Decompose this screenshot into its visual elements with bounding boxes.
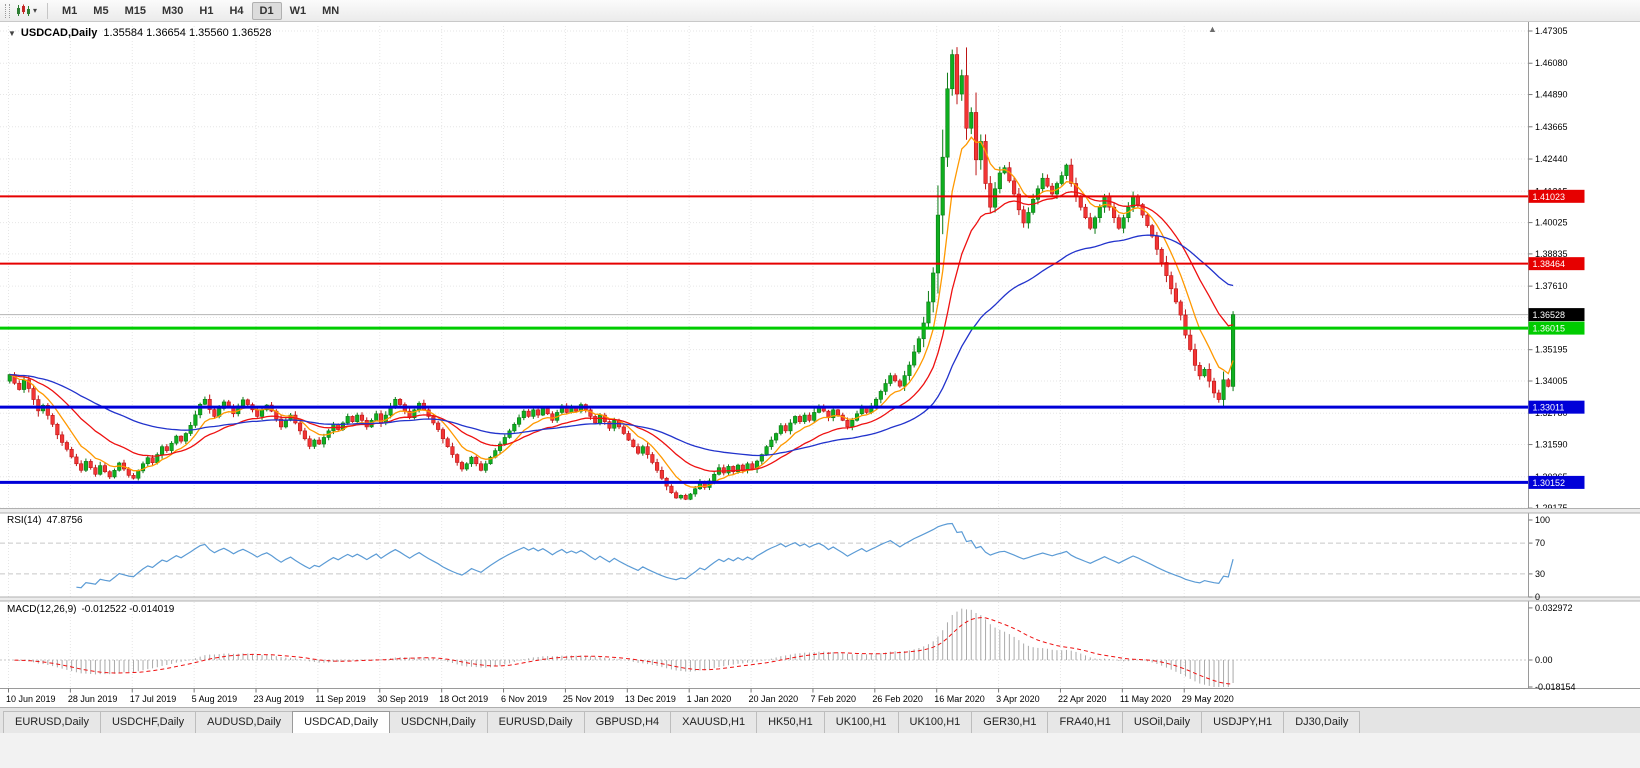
svg-text:0: 0 [1535,592,1540,602]
macd-values: -0.012522 -0.014019 [81,604,175,615]
svg-text:11 May 2020: 11 May 2020 [1120,694,1171,704]
time-axis: 10 Jun 2019 28 Jun 2019 17 Jul 2019 5 Aug 2… [6,688,1234,704]
svg-text:29 May 2020: 29 May 2020 [1182,694,1234,704]
svg-text:3 Apr 2020: 3 Apr 2020 [996,694,1040,704]
chart-tab-gbpusd-h4[interactable]: GBPUSD,H4 [583,711,672,733]
svg-text:10 Jun 2019: 10 Jun 2019 [6,694,56,704]
chart-tab-hk50-h1[interactable]: HK50,H1 [756,711,825,733]
svg-text:6 Nov 2019: 6 Nov 2019 [501,694,547,704]
chart-tab-ger30-h1[interactable]: GER30,H1 [971,711,1049,733]
svg-text:30: 30 [1535,569,1545,579]
svg-text:1.37610: 1.37610 [1535,281,1568,291]
chart-title: ▼ USDCAD,Daily 1.35584 1.36654 1.35560 1.3… [8,27,272,39]
svg-text:11 Sep 2019: 11 Sep 2019 [315,694,365,704]
timeframe-button-m5[interactable]: M5 [93,4,109,17]
svg-text:13 Dec 2019: 13 Dec 2019 [625,694,676,704]
candles-layer [7,47,1236,501]
svg-text:1.30152: 1.30152 [1533,478,1566,488]
scroll-to-end-marker-icon[interactable]: ▲ [1208,24,1217,34]
chart-type-dropdown-icon[interactable]: ▾ [33,6,38,15]
chart-tab-usdjpy-h1[interactable]: USDJPY,H1 [1201,711,1285,733]
timeframe-button-m30[interactable]: M30 [161,4,184,17]
chart-tab-dj30-daily[interactable]: DJ30,Daily [1283,711,1361,733]
svg-text:1.43665: 1.43665 [1535,122,1568,132]
svg-text:1.42440: 1.42440 [1535,154,1568,164]
chart-tab-uk100-h1[interactable]: UK100,H1 [897,711,973,733]
timeframe-toolbar: ▾ M1 M5 M15 M30 H1 H4 D1 W1 MN [0,0,1640,22]
timeframe-button-h1[interactable]: H1 [199,4,214,17]
hlines-layer [0,195,1529,484]
expand-icon[interactable]: ▼ [8,29,16,38]
svg-text:1.47305: 1.47305 [1535,26,1568,36]
svg-text:0.00: 0.00 [1535,655,1553,665]
svg-text:28 Jun 2019: 28 Jun 2019 [68,694,118,704]
timeframe-button-m1[interactable]: M1 [62,4,78,17]
svg-text:1.35195: 1.35195 [1535,345,1568,355]
svg-text:18 Oct 2019: 18 Oct 2019 [439,694,488,704]
moving-averages-layer [9,136,1234,488]
macd-panel: 0.032972 0.00 -0.018154 [0,603,1576,692]
chart-tab-eurusd-daily[interactable]: EURUSD,Daily [3,711,101,733]
rsi-name: RSI(14) [7,515,42,526]
svg-text:100: 100 [1535,515,1550,525]
svg-text:7 Feb 2020: 7 Feb 2020 [810,694,856,704]
svg-text:1.36528: 1.36528 [1533,310,1566,320]
timeframe-button-d1[interactable]: D1 [251,1,282,20]
svg-text:25 Nov 2019: 25 Nov 2019 [563,694,614,704]
bottom-strip [0,733,1640,768]
svg-text:5 Aug 2019: 5 Aug 2019 [192,694,238,704]
svg-text:1.44890: 1.44890 [1535,90,1568,100]
svg-text:20 Jan 2020: 20 Jan 2020 [749,694,799,704]
svg-text:1.46080: 1.46080 [1535,58,1568,68]
rsi-indicator-label: RSI(14) 47.8756 [7,515,83,526]
chart-tab-usoil-daily[interactable]: USOil,Daily [1121,711,1203,733]
timeframe-button-w1[interactable]: W1 [289,4,307,17]
svg-text:1.34005: 1.34005 [1535,376,1568,386]
timeframe-buttons: M1 M5 M15 M30 H1 H4 D1 W1 MN [54,1,347,20]
svg-text:1.38835: 1.38835 [1535,249,1568,259]
chart-tab-usdchf-daily[interactable]: USDCHF,Daily [99,711,197,733]
rsi-value: 47.8756 [46,515,83,526]
svg-text:1.38464: 1.38464 [1533,259,1566,269]
timeframe-button-m15[interactable]: M15 [124,4,146,17]
svg-text:1.36015: 1.36015 [1533,324,1566,334]
chart-tab-usdcnh-daily[interactable]: USDCNH,Daily [389,711,488,733]
chart-tab-usdcad-daily[interactable]: USDCAD,Daily [292,711,391,733]
svg-text:22 Apr 2020: 22 Apr 2020 [1058,694,1107,704]
svg-text:1.41023: 1.41023 [1533,192,1566,202]
chart-tab-eurusd-daily[interactable]: EURUSD,Daily [486,711,585,733]
panel-separators [0,508,1640,602]
toolbar-separator [47,2,49,19]
svg-text:16 Mar 2020: 16 Mar 2020 [934,694,985,704]
svg-text:-0.018154: -0.018154 [1535,682,1576,692]
svg-text:23 Aug 2019: 23 Aug 2019 [254,694,305,704]
chart-tab-audusd-daily[interactable]: AUDUSD,Daily [195,711,294,733]
svg-text:17 Jul 2019: 17 Jul 2019 [130,694,177,704]
chart-type-icon[interactable] [16,4,30,17]
chart-tab-uk100-h1[interactable]: UK100,H1 [823,711,899,733]
svg-text:0.032972: 0.032972 [1535,603,1573,613]
svg-text:1 Jan 2020: 1 Jan 2020 [687,694,732,704]
chart-tab-xauusd-h1[interactable]: XAUUSD,H1 [670,711,758,733]
svg-text:26 Feb 2020: 26 Feb 2020 [872,694,923,704]
svg-text:1.40025: 1.40025 [1535,218,1568,228]
rsi-panel: 100 70 30 0 [0,515,1550,602]
grid-layer [0,26,1529,689]
svg-text:70: 70 [1535,538,1545,548]
svg-text:30 Sep 2019: 30 Sep 2019 [377,694,428,704]
chart-ohlc-values: 1.35584 1.36654 1.35560 1.36528 [103,27,272,39]
timeframe-button-h4[interactable]: H4 [229,4,244,17]
svg-text:1.33011: 1.33011 [1533,403,1565,413]
macd-indicator-label: MACD(12,26,9) -0.012522 -0.014019 [7,604,174,615]
chart-tabbar: EURUSD,Daily USDCHF,Daily AUDUSD,Daily USDC… [0,707,1640,733]
svg-text:1.31590: 1.31590 [1535,440,1568,450]
macd-name: MACD(12,26,9) [7,604,77,615]
chart-symbol-label: USDCAD,Daily [20,27,98,39]
toolbar-grip[interactable] [5,3,10,18]
chart-tab-fra40-h1[interactable]: FRA40,H1 [1047,711,1123,733]
timeframe-button-mn[interactable]: MN [322,4,340,17]
price-axis: 1.473051.460801.448901.436651.424401.412… [0,22,1640,689]
